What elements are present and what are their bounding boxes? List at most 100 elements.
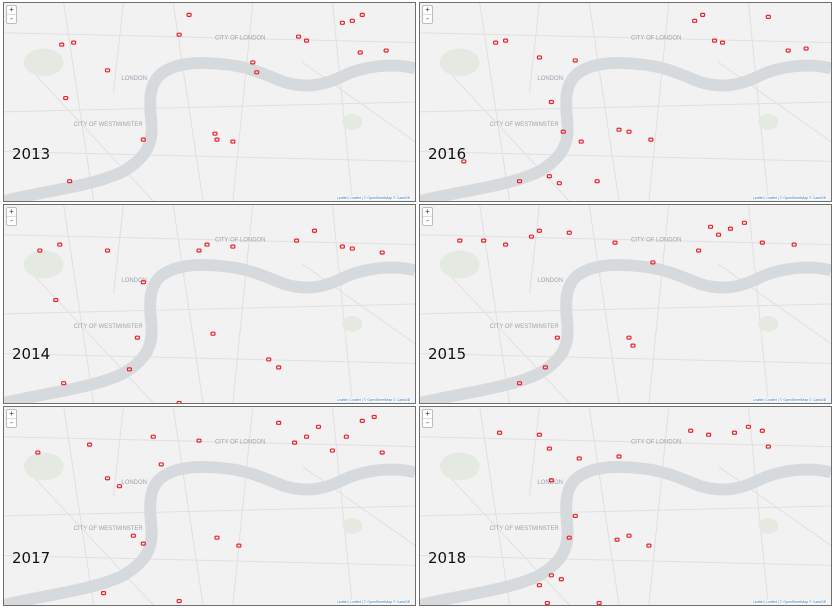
incident-marker[interactable] — [254, 70, 260, 75]
incident-marker[interactable] — [57, 242, 63, 247]
incident-marker[interactable] — [104, 248, 111, 253]
incident-marker[interactable] — [650, 260, 656, 265]
incident-marker[interactable] — [544, 600, 550, 605]
incident-marker[interactable] — [53, 297, 59, 303]
incident-marker[interactable] — [497, 430, 503, 435]
incident-marker[interactable] — [134, 335, 140, 340]
incident-marker[interactable] — [291, 440, 298, 445]
incident-marker[interactable] — [502, 242, 509, 247]
incident-marker[interactable] — [759, 240, 765, 245]
incident-marker[interactable] — [230, 244, 236, 249]
incident-marker[interactable] — [731, 430, 738, 435]
incident-marker[interactable] — [196, 248, 202, 253]
incident-marker[interactable] — [715, 232, 722, 237]
incident-marker[interactable] — [230, 139, 236, 144]
incident-marker[interactable] — [719, 40, 726, 45]
zoom-in-button[interactable]: + — [9, 207, 14, 216]
zoom-in-button[interactable]: + — [425, 207, 430, 216]
incident-marker[interactable] — [765, 444, 771, 449]
incident-marker[interactable] — [67, 179, 73, 184]
incident-marker[interactable] — [71, 40, 77, 45]
map-attribution[interactable]: Leaflet | Leaflet | © OpenStreetMap © Ca… — [752, 600, 827, 604]
incident-marker[interactable] — [104, 476, 111, 481]
map-panel-2015[interactable]: CITY OF LONDON LONDON CITY OF WESTMINSTER +… — [419, 204, 832, 404]
zoom-in-button[interactable]: + — [425, 409, 430, 418]
incident-marker[interactable] — [461, 159, 467, 164]
incident-marker[interactable] — [236, 543, 242, 548]
incident-marker[interactable] — [379, 250, 385, 255]
incident-marker[interactable] — [556, 181, 562, 186]
incident-marker[interactable] — [86, 442, 93, 447]
incident-marker[interactable] — [612, 240, 618, 245]
zoom-in-button[interactable]: + — [9, 409, 14, 418]
incident-marker[interactable] — [696, 248, 702, 253]
incident-marker[interactable] — [186, 12, 192, 17]
incident-marker[interactable] — [140, 280, 146, 285]
incident-marker[interactable] — [140, 541, 146, 546]
map-attribution[interactable]: Leaflet | Leaflet | © OpenStreetMap © Ca… — [752, 196, 827, 200]
incident-marker[interactable] — [357, 50, 363, 55]
incident-marker[interactable] — [785, 48, 791, 53]
incident-marker[interactable] — [204, 242, 210, 247]
incident-marker[interactable] — [359, 418, 365, 423]
zoom-out-button[interactable]: - — [7, 418, 16, 427]
incident-marker[interactable] — [315, 424, 322, 429]
incident-marker[interactable] — [35, 450, 41, 455]
incident-marker[interactable] — [295, 34, 302, 39]
incident-marker[interactable] — [528, 234, 535, 239]
incident-marker[interactable] — [741, 220, 748, 225]
incident-marker[interactable] — [536, 432, 543, 437]
incident-marker[interactable] — [176, 32, 182, 37]
incident-marker[interactable] — [63, 95, 69, 101]
incident-marker[interactable] — [349, 18, 355, 23]
incident-marker[interactable] — [648, 137, 654, 142]
map-panel-2014[interactable]: CITY OF LONDON LONDON CITY OF WESTMINSTER +… — [3, 204, 416, 404]
incident-marker[interactable] — [759, 428, 765, 433]
incident-marker[interactable] — [578, 139, 584, 144]
incident-marker[interactable] — [516, 179, 523, 184]
incident-marker[interactable] — [594, 179, 600, 184]
incident-marker[interactable] — [711, 38, 718, 43]
incident-marker[interactable] — [560, 129, 566, 134]
incident-marker[interactable] — [176, 400, 182, 403]
incident-marker[interactable] — [457, 238, 463, 243]
zoom-out-button[interactable]: - — [423, 418, 432, 427]
incident-marker[interactable] — [576, 456, 582, 461]
map-attribution[interactable]: Leaflet | Leaflet | © OpenStreetMap © Ca… — [752, 398, 827, 402]
incident-marker[interactable] — [339, 20, 345, 25]
incident-marker[interactable] — [61, 381, 67, 386]
incident-marker[interactable] — [104, 68, 111, 73]
incident-marker[interactable] — [371, 414, 377, 419]
incident-marker[interactable] — [548, 99, 554, 105]
zoom-in-button[interactable]: + — [9, 5, 14, 14]
incident-marker[interactable] — [349, 246, 355, 251]
incident-marker[interactable] — [266, 357, 272, 362]
incident-marker[interactable] — [250, 60, 256, 65]
incident-marker[interactable] — [214, 535, 220, 540]
incident-marker[interactable] — [630, 343, 636, 348]
incident-marker[interactable] — [214, 137, 220, 142]
map-panel-2016[interactable]: CITY OF LONDON LONDON CITY OF WESTMINSTER +… — [419, 2, 832, 202]
incident-marker[interactable] — [100, 591, 107, 596]
incident-marker[interactable] — [339, 244, 345, 249]
incident-marker[interactable] — [59, 42, 65, 47]
incident-marker[interactable] — [616, 454, 622, 459]
incident-marker[interactable] — [745, 424, 751, 429]
incident-marker[interactable] — [572, 58, 578, 63]
incident-marker[interactable] — [536, 55, 543, 60]
incident-marker[interactable] — [176, 598, 182, 604]
incident-marker[interactable] — [210, 331, 216, 336]
incident-marker[interactable] — [700, 12, 706, 17]
incident-marker[interactable] — [626, 335, 632, 340]
incident-marker[interactable] — [126, 367, 132, 372]
incident-marker[interactable] — [516, 381, 523, 386]
map-attribution[interactable]: Leaflet | Leaflet | © OpenStreetMap © Ca… — [336, 600, 411, 604]
map-panel-2017[interactable]: CITY OF LONDON LONDON CITY OF WESTMINSTER +… — [3, 406, 416, 606]
incident-marker[interactable] — [626, 129, 632, 134]
incident-marker[interactable] — [116, 484, 123, 489]
incident-marker[interactable] — [765, 14, 771, 19]
incident-marker[interactable] — [150, 434, 156, 439]
incident-marker[interactable] — [646, 543, 652, 548]
zoom-in-button[interactable]: + — [425, 5, 430, 14]
incident-marker[interactable] — [303, 434, 310, 439]
